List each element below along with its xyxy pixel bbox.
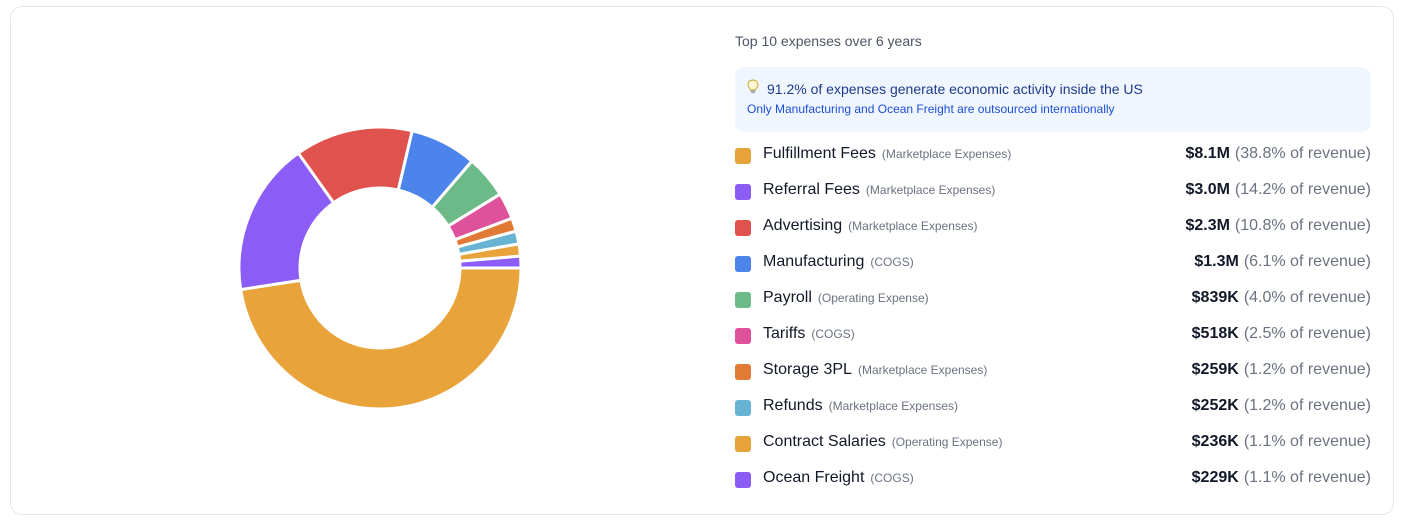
legend-swatch — [735, 256, 751, 272]
legend-percent: (1.2% of revenue) — [1243, 361, 1371, 378]
legend-swatch — [735, 472, 751, 488]
donut-slice[interactable] — [239, 266, 523, 411]
legend-label-group: Refunds (Marketplace Expenses) — [763, 397, 958, 415]
legend-percent: (6.1% of revenue) — [1243, 253, 1371, 270]
legend-value-group: $2.3M (10.8% of revenue) — [1185, 217, 1371, 235]
legend-item: Storage 3PL (Marketplace Expenses) $259K (1… — [735, 354, 1371, 390]
legend-label: Ocean Freight — [763, 469, 865, 486]
legend-percent: (4.0% of revenue) — [1243, 289, 1371, 306]
legend-swatch — [735, 328, 751, 344]
insight-subtitle: Only Manufacturing and Ocean Freight are… — [747, 102, 1115, 116]
legend-percent: (1.2% of revenue) — [1243, 397, 1371, 414]
panel-heading: Top 10 expenses over 6 years — [735, 33, 922, 49]
legend-amount: $229K — [1191, 469, 1239, 486]
legend-item: Fulfillment Fees (Marketplace Expenses) $8… — [735, 138, 1371, 174]
legend-swatch — [735, 436, 751, 452]
legend-label-group: Tariffs (COGS) — [763, 325, 855, 343]
legend-label-group: Payroll (Operating Expense) — [763, 289, 929, 307]
legend-item: Contract Salaries (Operating Expense) $236… — [735, 426, 1371, 462]
legend-label-group: Ocean Freight (COGS) — [763, 469, 914, 487]
insight-callout: 91.2% of expenses generate economic acti… — [735, 67, 1371, 132]
legend-swatch — [735, 400, 751, 416]
legend-amount: $236K — [1191, 433, 1239, 450]
legend-category: (COGS) — [870, 255, 914, 269]
legend-category: (Operating Expense) — [891, 435, 1003, 449]
insight-title: 91.2% of expenses generate economic acti… — [767, 81, 1143, 97]
legend-label: Contract Salaries — [763, 433, 886, 450]
legend-value-group: $518K (2.5% of revenue) — [1192, 325, 1371, 343]
expense-legend: Fulfillment Fees (Marketplace Expenses) $8… — [735, 138, 1371, 498]
legend-label: Advertising — [763, 217, 843, 234]
legend-value-group: $229K (1.1% of revenue) — [1192, 469, 1371, 487]
legend-percent: (2.5% of revenue) — [1243, 325, 1371, 342]
donut-chart — [229, 117, 531, 419]
legend-amount: $518K — [1191, 325, 1239, 342]
legend-label: Payroll — [763, 289, 812, 306]
legend-item: Tariffs (COGS) $518K (2.5% of revenue) — [735, 318, 1371, 354]
lightbulb-icon — [747, 79, 761, 98]
legend-label: Referral Fees — [763, 181, 860, 198]
legend-label-group: Contract Salaries (Operating Expense) — [763, 433, 1002, 451]
legend-label-group: Manufacturing (COGS) — [763, 253, 914, 271]
legend-amount: $839K — [1191, 289, 1239, 306]
legend-label: Fulfillment Fees — [763, 145, 876, 162]
legend-category: (Marketplace Expenses) — [857, 363, 988, 377]
legend-percent: (14.2% of revenue) — [1234, 181, 1371, 198]
insight-title-line: 91.2% of expenses generate economic acti… — [747, 79, 1359, 98]
legend-amount: $2.3M — [1185, 217, 1230, 234]
legend-amount: $1.3M — [1194, 253, 1239, 270]
legend-category: (Marketplace Expenses) — [881, 147, 1012, 161]
legend-percent: (10.8% of revenue) — [1234, 217, 1371, 234]
legend-label-group: Fulfillment Fees (Marketplace Expenses) — [763, 145, 1011, 163]
legend-swatch — [735, 364, 751, 380]
legend-item: Ocean Freight (COGS) $229K (1.1% of revenue… — [735, 462, 1371, 498]
legend-item: Advertising (Marketplace Expenses) $2.3M (1… — [735, 210, 1371, 246]
legend-value-group: $1.3M (6.1% of revenue) — [1194, 253, 1371, 271]
legend-item: Referral Fees (Marketplace Expenses) $3.0M… — [735, 174, 1371, 210]
legend-percent: (38.8% of revenue) — [1234, 145, 1371, 162]
legend-percent: (1.1% of revenue) — [1243, 469, 1371, 486]
legend-category: (Operating Expense) — [817, 291, 929, 305]
legend-amount: $259K — [1191, 361, 1239, 378]
expenses-card: Top 10 expenses over 6 years 91.2% of ex… — [10, 6, 1394, 515]
legend-value-group: $839K (4.0% of revenue) — [1192, 289, 1371, 307]
legend-label: Tariffs — [763, 325, 806, 342]
legend-value-group: $236K (1.1% of revenue) — [1192, 433, 1371, 451]
legend-item: Payroll (Operating Expense) $839K (4.0% of … — [735, 282, 1371, 318]
legend-category: (Marketplace Expenses) — [828, 399, 958, 413]
legend-category: (Marketplace Expenses) — [865, 183, 996, 197]
legend-label: Manufacturing — [763, 253, 865, 270]
legend-label-group: Referral Fees (Marketplace Expenses) — [763, 181, 995, 199]
legend-label-group: Storage 3PL (Marketplace Expenses) — [763, 361, 987, 379]
legend-label-group: Advertising (Marketplace Expenses) — [763, 217, 978, 235]
legend-swatch — [735, 292, 751, 308]
legend-value-group: $3.0M (14.2% of revenue) — [1185, 181, 1371, 199]
legend-category: (COGS) — [870, 471, 914, 485]
legend-label: Refunds — [763, 397, 823, 414]
legend-value-group: $8.1M (38.8% of revenue) — [1185, 145, 1371, 163]
donut-chart-svg — [237, 125, 523, 411]
legend-amount: $252K — [1191, 397, 1239, 414]
legend-category: (COGS) — [811, 327, 855, 341]
legend-value-group: $252K (1.2% of revenue) — [1192, 397, 1371, 415]
legend-amount: $8.1M — [1185, 145, 1230, 162]
legend-value-group: $259K (1.2% of revenue) — [1192, 361, 1371, 379]
legend-category: (Marketplace Expenses) — [848, 219, 978, 233]
legend-swatch — [735, 148, 751, 164]
legend-item: Manufacturing (COGS) $1.3M (6.1% of revenue… — [735, 246, 1371, 282]
legend-swatch — [735, 184, 751, 200]
legend-swatch — [735, 220, 751, 236]
legend-percent: (1.1% of revenue) — [1243, 433, 1371, 450]
legend-label: Storage 3PL — [763, 361, 852, 378]
legend-amount: $3.0M — [1185, 181, 1230, 198]
donut-slice[interactable] — [458, 254, 523, 270]
legend-item: Refunds (Marketplace Expenses) $252K (1.2% … — [735, 390, 1371, 426]
